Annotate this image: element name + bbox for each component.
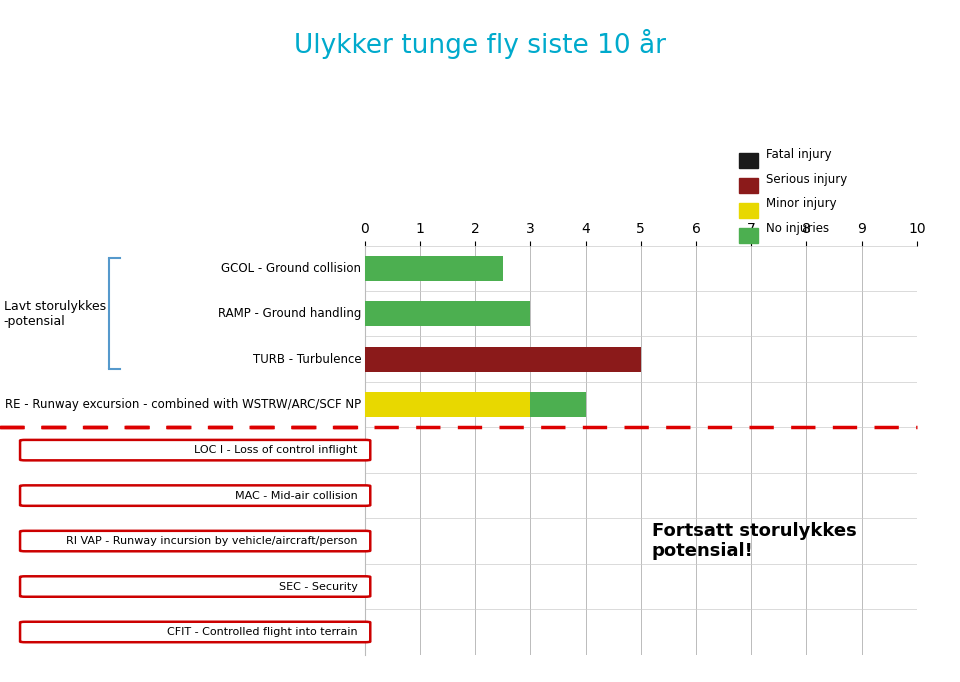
Bar	[739, 178, 758, 193]
FancyBboxPatch shape	[20, 440, 371, 460]
Text: RAMP - Ground handling: RAMP - Ground handling	[218, 307, 361, 321]
Text: Minor injury: Minor injury	[766, 197, 837, 210]
FancyBboxPatch shape	[20, 576, 371, 597]
Text: No injuries: No injuries	[766, 222, 829, 235]
Bar	[365, 256, 503, 281]
Bar	[739, 153, 758, 168]
FancyBboxPatch shape	[20, 486, 371, 506]
Bar	[739, 228, 758, 243]
Text: Fatal injury: Fatal injury	[766, 148, 831, 161]
Bar	[365, 392, 531, 417]
Bar	[365, 346, 641, 372]
Text: SEC - Security: SEC - Security	[278, 582, 357, 591]
FancyBboxPatch shape	[20, 622, 371, 642]
Text: Ulykker tunge fly siste 10 år: Ulykker tunge fly siste 10 år	[294, 29, 666, 59]
Bar	[365, 301, 531, 326]
Text: Serious injury: Serious injury	[766, 173, 848, 186]
FancyBboxPatch shape	[20, 531, 371, 551]
Text: TURB - Turbulence: TURB - Turbulence	[252, 353, 361, 366]
Text: RI VAP - Runway incursion by vehicle/aircraft/person: RI VAP - Runway incursion by vehicle/air…	[66, 536, 357, 546]
Text: GCOL - Ground collision: GCOL - Ground collision	[221, 262, 361, 275]
Text: RE - Runway excursion - combined with WSTRW/ARC/SCF NP: RE - Runway excursion - combined with WS…	[5, 398, 361, 411]
Text: Lavt storulykkes
-potensial: Lavt storulykkes -potensial	[4, 299, 106, 328]
Text: MAC - Mid-air collision: MAC - Mid-air collision	[235, 490, 357, 501]
Text: CFIT - Controlled flight into terrain: CFIT - Controlled flight into terrain	[167, 627, 357, 637]
Bar	[531, 392, 586, 417]
Bar	[739, 203, 758, 218]
Text: Fortsatt storulykkes
potensial!: Fortsatt storulykkes potensial!	[652, 522, 856, 561]
Text: LOC I - Loss of control inflight: LOC I - Loss of control inflight	[194, 445, 357, 455]
